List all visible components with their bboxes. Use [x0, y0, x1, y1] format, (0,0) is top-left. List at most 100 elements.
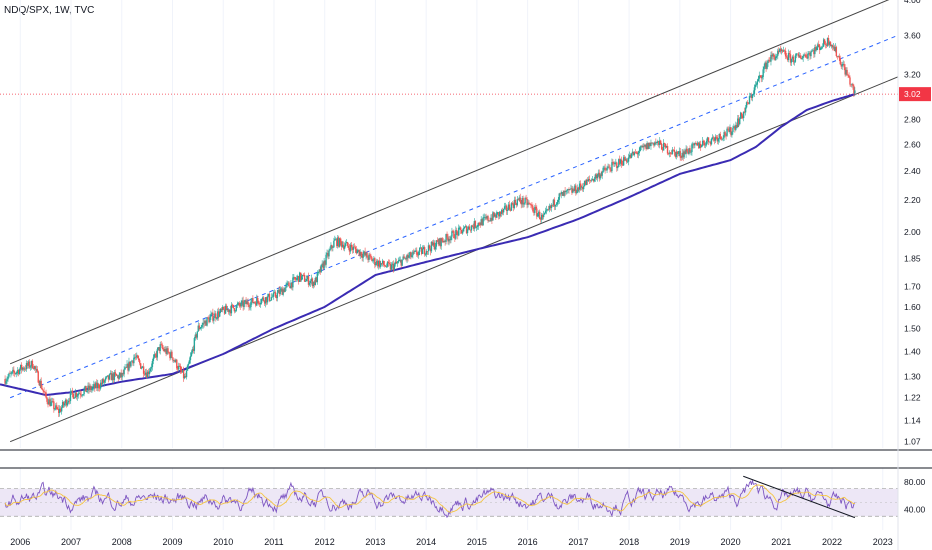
- candle: [347, 245, 350, 248]
- candle: [72, 393, 75, 399]
- candle: [544, 210, 547, 213]
- candle: [772, 54, 774, 57]
- x-tick-label: 2006: [10, 537, 30, 547]
- candle: [482, 217, 484, 226]
- candle: [620, 159, 622, 164]
- candle: [780, 48, 782, 52]
- candle: [384, 265, 387, 267]
- x-tick-label: 2016: [518, 537, 538, 547]
- candle: [435, 240, 438, 247]
- candle: [136, 355, 138, 358]
- candle: [257, 297, 259, 302]
- candle: [847, 74, 849, 76]
- candle: [502, 208, 505, 213]
- candle: [113, 372, 116, 380]
- candle: [180, 370, 183, 373]
- candle: [8, 373, 10, 377]
- candle: [840, 64, 842, 67]
- candle: [851, 84, 853, 85]
- candle: [294, 276, 296, 280]
- candle: [509, 209, 512, 211]
- candle: [725, 135, 727, 136]
- candle: [145, 372, 148, 378]
- candle: [308, 283, 311, 285]
- candle: [15, 373, 17, 375]
- candle: [418, 251, 420, 256]
- candle: [496, 212, 498, 218]
- candle: [425, 250, 428, 255]
- candle: [392, 263, 395, 270]
- candle: [127, 363, 129, 371]
- candle: [200, 326, 202, 329]
- candle: [81, 395, 83, 396]
- candle: [721, 138, 723, 140]
- candle: [17, 369, 19, 372]
- candle: [709, 141, 712, 145]
- candle: [456, 230, 458, 232]
- candle: [224, 305, 227, 314]
- candle: [161, 344, 163, 349]
- candle: [21, 367, 24, 370]
- candle: [460, 229, 463, 234]
- candle: [711, 137, 714, 139]
- candle: [664, 143, 667, 148]
- candle: [807, 53, 809, 59]
- candle: [404, 258, 406, 259]
- candle: [124, 367, 126, 370]
- candle: [844, 67, 846, 75]
- candle: [219, 308, 222, 312]
- candle: [370, 255, 372, 258]
- candle: [604, 167, 606, 170]
- candle: [469, 229, 472, 231]
- candle: [41, 388, 43, 390]
- candle: [236, 304, 238, 306]
- candle: [654, 142, 656, 146]
- candle: [246, 301, 248, 305]
- candle: [740, 112, 742, 119]
- candle: [96, 382, 98, 389]
- candle: [703, 142, 706, 146]
- x-tick-label: 2020: [721, 537, 741, 547]
- candle: [503, 206, 506, 209]
- candle: [193, 338, 196, 351]
- candle: [120, 372, 122, 378]
- last-price-label: 3.02: [904, 89, 921, 99]
- candle: [281, 288, 283, 295]
- candle: [735, 124, 737, 130]
- x-tick-label: 2008: [112, 537, 132, 547]
- candle: [749, 95, 752, 97]
- y-tick-label: 2.60: [904, 139, 921, 149]
- candle: [534, 206, 536, 213]
- candle: [32, 368, 35, 369]
- candle: [477, 222, 479, 227]
- candle: [220, 308, 223, 311]
- candle: [578, 187, 580, 190]
- candle: [476, 226, 478, 228]
- candle: [329, 248, 331, 251]
- candle: [327, 252, 329, 257]
- candle: [627, 157, 630, 162]
- candle: [491, 217, 493, 221]
- candle: [444, 241, 446, 242]
- channel-lower-line: [9, 76, 899, 443]
- candle: [371, 257, 373, 262]
- candle: [558, 193, 560, 200]
- candle: [527, 202, 529, 205]
- candle: [591, 179, 594, 181]
- candle: [691, 144, 693, 153]
- candle: [781, 50, 783, 52]
- candle: [319, 269, 321, 273]
- candle: [59, 408, 62, 412]
- candle: [412, 251, 414, 256]
- candle: [626, 161, 629, 163]
- candle: [320, 264, 322, 273]
- candle: [39, 380, 41, 386]
- candle: [427, 245, 430, 252]
- candle: [86, 390, 88, 392]
- candle: [614, 162, 616, 164]
- candle: [679, 151, 681, 158]
- candle: [293, 276, 295, 278]
- candle: [479, 224, 481, 226]
- candle: [343, 246, 346, 249]
